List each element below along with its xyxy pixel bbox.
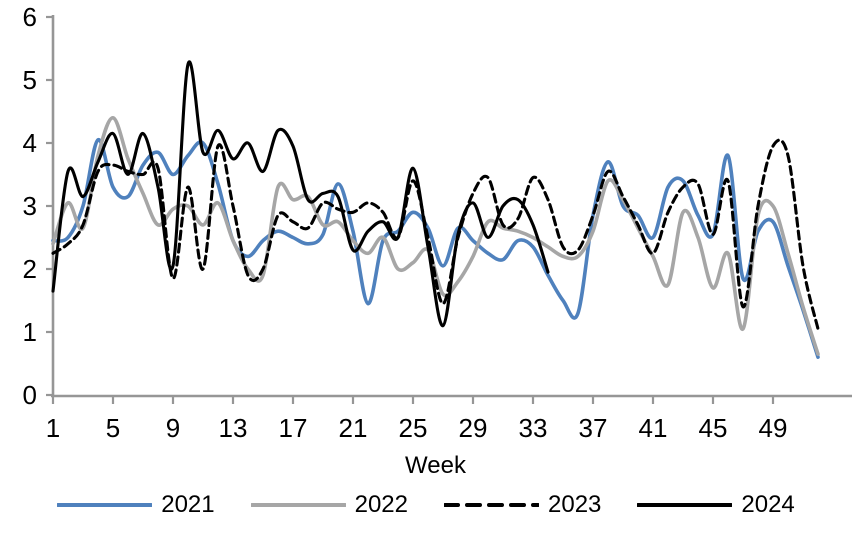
x-tick-label: 33 [519, 413, 548, 443]
legend-item-2023: 2023 [444, 491, 601, 519]
x-tick-label: 17 [279, 413, 308, 443]
legend-swatch-2023 [444, 503, 539, 507]
series-line-2021 [51, 138, 820, 359]
x-axis-title: Week [405, 452, 466, 479]
x-tick-label: 5 [106, 413, 120, 443]
legend-swatch-2024 [637, 503, 733, 507]
series-line-2023 [51, 138, 820, 331]
x-tick-label: 13 [219, 413, 248, 443]
legend-label-2024: 2024 [741, 491, 795, 518]
chart-legend: 2021 2022 2023 2024 [0, 491, 852, 519]
x-tick-label: 25 [399, 413, 428, 443]
y-tick-label: 5 [23, 65, 37, 95]
x-tick-label: 9 [166, 413, 180, 443]
legend-item-2022: 2022 [250, 491, 408, 519]
x-tick-label: 49 [759, 413, 788, 443]
x-tick-label: 21 [339, 413, 368, 443]
y-tick-label: 2 [23, 254, 37, 284]
legend-item-2024: 2024 [637, 491, 795, 519]
legend-swatch-2022 [250, 503, 346, 507]
y-tick-label: 4 [23, 128, 37, 158]
legend-item-2021: 2021 [57, 491, 215, 519]
y-tick-label: 6 [23, 2, 37, 32]
x-tick-label: 37 [579, 413, 608, 443]
legend-swatch-2021 [57, 503, 153, 507]
x-tick-label: 41 [639, 413, 668, 443]
x-tick-label: 29 [459, 413, 488, 443]
y-tick-label: 1 [23, 317, 37, 347]
legend-label-2021: 2021 [161, 491, 215, 518]
y-tick-label: 0 [23, 380, 37, 410]
x-tick-label: 1 [46, 413, 60, 443]
x-tick-label: 45 [699, 413, 728, 443]
legend-label-2022: 2022 [354, 491, 408, 518]
y-tick-label: 3 [23, 191, 37, 221]
series-line-2022 [51, 116, 820, 356]
legend-label-2023: 2023 [548, 491, 602, 518]
series-line-2024 [51, 60, 550, 328]
